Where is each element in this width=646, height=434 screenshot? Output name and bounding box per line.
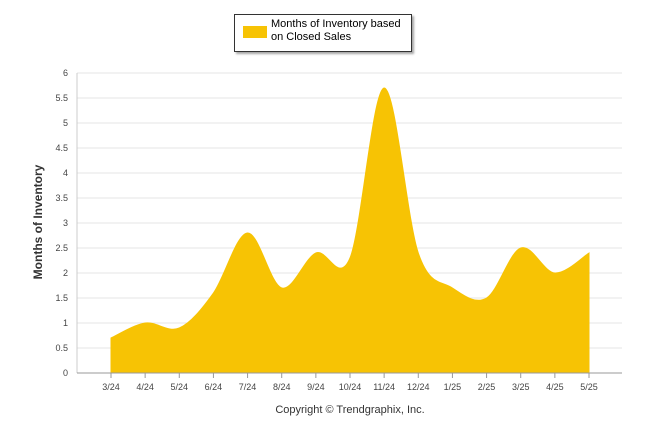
y-tick-label: 5 bbox=[63, 118, 68, 128]
x-tick-label: 2/25 bbox=[478, 382, 496, 392]
y-tick-label: 3 bbox=[63, 218, 68, 228]
data-point[interactable] bbox=[382, 86, 386, 90]
data-point[interactable] bbox=[177, 326, 181, 330]
x-tick-label: 5/25 bbox=[580, 382, 598, 392]
data-point[interactable] bbox=[553, 271, 557, 275]
data-point[interactable] bbox=[348, 256, 352, 260]
y-tick-label: 0.5 bbox=[55, 343, 68, 353]
x-tick-label: 9/24 bbox=[307, 382, 325, 392]
data-point[interactable] bbox=[246, 231, 250, 235]
x-tick-label: 6/24 bbox=[205, 382, 223, 392]
data-point[interactable] bbox=[519, 246, 523, 250]
x-tick-label: 1/25 bbox=[444, 382, 462, 392]
x-tick-label: 4/24 bbox=[136, 382, 154, 392]
data-point[interactable] bbox=[211, 291, 215, 295]
y-tick-label: 4 bbox=[63, 168, 68, 178]
legend-label: Months of Inventory based on Closed Sale… bbox=[271, 18, 401, 43]
x-tick-label: 3/25 bbox=[512, 382, 530, 392]
x-tick-label: 7/24 bbox=[239, 382, 257, 392]
data-point[interactable] bbox=[314, 251, 318, 255]
y-tick-label: 5.5 bbox=[55, 93, 68, 103]
data-point[interactable] bbox=[416, 251, 420, 255]
y-tick-label: 4.5 bbox=[55, 143, 68, 153]
x-tick-labels: 3/24 4/24 5/24 6/24 7/24 8/24 9/24 10/24 11/24 12… bbox=[102, 373, 598, 392]
x-tick-label: 10/24 bbox=[339, 382, 362, 392]
legend-swatch bbox=[243, 26, 267, 38]
data-point[interactable] bbox=[450, 286, 454, 290]
y-tick-label: 6 bbox=[63, 68, 68, 78]
y-tick-label: 2.5 bbox=[55, 243, 68, 253]
x-tick-label: 5/24 bbox=[171, 382, 189, 392]
legend[interactable]: Months of Inventory based on Closed Sale… bbox=[234, 14, 412, 52]
series-area-path bbox=[110, 87, 590, 374]
y-tick-label: 2 bbox=[63, 268, 68, 278]
x-tick-label: 11/24 bbox=[373, 382, 395, 392]
y-tick-label: 0 bbox=[63, 368, 68, 378]
x-tick-label: 12/24 bbox=[407, 382, 430, 392]
data-point[interactable] bbox=[109, 336, 113, 340]
y-tick-label: 3.5 bbox=[55, 193, 68, 203]
gridlines bbox=[77, 72, 622, 349]
x-tick-label: 8/24 bbox=[273, 382, 291, 392]
y-tick-label: 1 bbox=[63, 318, 68, 328]
y-tick-labels: 0 0.5 1 1.5 2 2.5 3 3.5 4 4.5 5 5.5 6 bbox=[55, 68, 68, 378]
y-axis-title: Months of Inventory bbox=[31, 164, 45, 279]
data-point[interactable] bbox=[280, 286, 284, 290]
x-tick-label: 4/25 bbox=[546, 382, 564, 392]
data-point[interactable] bbox=[587, 251, 591, 255]
y-tick-label: 1.5 bbox=[55, 293, 68, 303]
series-area bbox=[109, 86, 591, 374]
data-point[interactable] bbox=[485, 296, 489, 300]
x-tick-label: 3/24 bbox=[102, 382, 120, 392]
copyright-text: Copyright © Trendgraphix, Inc. bbox=[275, 404, 424, 416]
data-point[interactable] bbox=[143, 321, 147, 325]
